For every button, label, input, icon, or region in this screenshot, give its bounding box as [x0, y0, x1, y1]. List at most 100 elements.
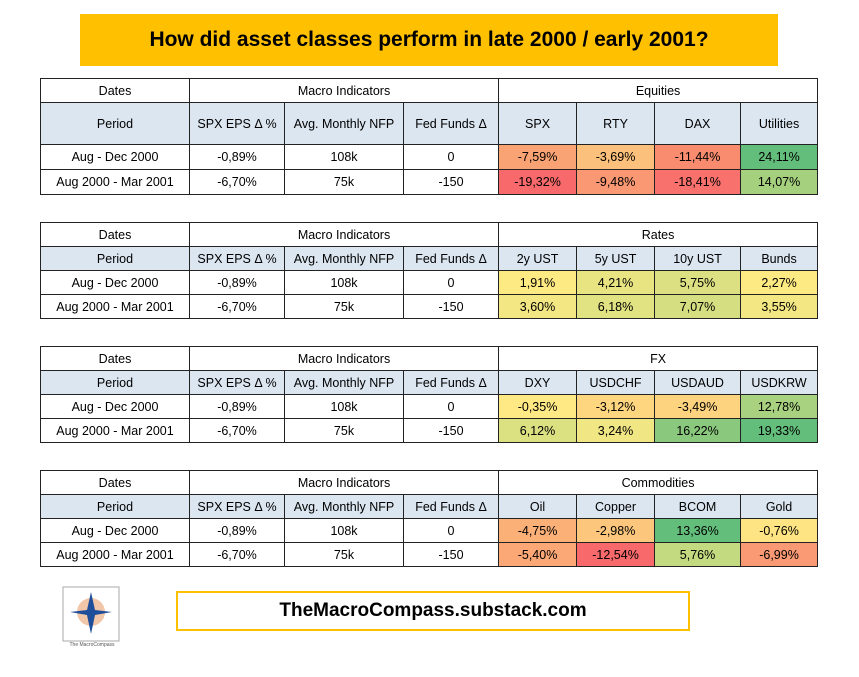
cell: -0,76%	[740, 518, 819, 543]
header-row: Period SPX EPS Δ % Avg. Monthly NFP Fed Fun…	[40, 102, 819, 145]
cell: 4,21%	[576, 270, 656, 295]
cell: 13,36%	[654, 518, 742, 543]
column-header: Avg. Monthly NFP	[284, 370, 404, 395]
cell: -2,98%	[576, 518, 656, 543]
column-header: Oil	[498, 494, 578, 519]
cell: -3,12%	[576, 394, 656, 419]
column-header: RTY	[576, 102, 656, 145]
column-header: Period	[40, 102, 190, 145]
cell: 75k	[284, 169, 404, 195]
column-header: SPX EPS Δ %	[189, 370, 285, 395]
cell: Aug - Dec 2000	[40, 394, 190, 419]
group-header: Dates	[40, 470, 190, 495]
cell: 0	[402, 144, 500, 170]
group-header: FX	[498, 346, 819, 371]
footer-link: TheMacroCompass.substack.com	[176, 591, 690, 631]
cell: 75k	[284, 542, 404, 567]
data-row: Aug 2000 - Mar 2001 -6,70% 75k -150 -5,40% -1…	[40, 542, 819, 567]
column-header: Avg. Monthly NFP	[284, 494, 404, 519]
group-header: Commodities	[498, 470, 819, 495]
column-header: DAX	[654, 102, 742, 145]
cell: 24,11%	[740, 144, 819, 170]
group-header-row: Dates Macro Indicators Equities	[40, 78, 819, 103]
cell: Aug 2000 - Mar 2001	[40, 169, 190, 195]
data-table: Dates Macro Indicators FX Period SPX EPS Δ %…	[40, 346, 819, 443]
column-header: Bunds	[740, 246, 819, 271]
cell: 16,22%	[654, 418, 742, 443]
column-header: Gold	[740, 494, 819, 519]
column-header: DXY	[498, 370, 578, 395]
group-header-row: Dates Macro Indicators FX	[40, 346, 819, 371]
cell: -150	[402, 542, 500, 567]
column-header: Fed Funds Δ	[402, 494, 500, 519]
data-row: Aug - Dec 2000 -0,89% 108k 0 -0,35% -3,12% -3,…	[40, 394, 819, 419]
data-row: Aug - Dec 2000 -0,89% 108k 0 -7,59% -3,69% -11…	[40, 144, 819, 170]
cell: 6,12%	[498, 418, 578, 443]
column-header: USDAUD	[654, 370, 742, 395]
cell: 3,55%	[740, 294, 819, 319]
cell: -3,69%	[576, 144, 656, 170]
table-body: Dates Macro Indicators Equities Period SPX E…	[40, 78, 819, 195]
group-header: Equities	[498, 78, 819, 103]
cell: -19,32%	[498, 169, 578, 195]
cell: 108k	[284, 270, 404, 295]
cell: -6,70%	[189, 294, 285, 319]
cell: -3,49%	[654, 394, 742, 419]
cell: Aug 2000 - Mar 2001	[40, 418, 190, 443]
cell: Aug - Dec 2000	[40, 144, 190, 170]
cell: 14,07%	[740, 169, 819, 195]
column-header: Copper	[576, 494, 656, 519]
column-header: USDKRW	[740, 370, 819, 395]
group-header: Dates	[40, 222, 190, 247]
data-row: Aug - Dec 2000 -0,89% 108k 0 -4,75% -2,98% 13,…	[40, 518, 819, 543]
title: How did asset classes perform in late 20…	[80, 14, 778, 66]
cell: 108k	[284, 394, 404, 419]
data-row: Aug 2000 - Mar 2001 -6,70% 75k -150 6,12% 3,2…	[40, 418, 819, 443]
data-row: Aug 2000 - Mar 2001 -6,70% 75k -150 -19,32% -…	[40, 169, 819, 195]
cell: 108k	[284, 144, 404, 170]
data-table: Dates Macro Indicators Rates Period SPX EPS …	[40, 222, 819, 319]
cell: -150	[402, 294, 500, 319]
column-header: 10y UST	[654, 246, 742, 271]
cell: 3,60%	[498, 294, 578, 319]
group-header: Macro Indicators	[188, 346, 500, 371]
column-header: SPX	[498, 102, 578, 145]
cell: 7,07%	[654, 294, 742, 319]
cell: -6,70%	[189, 418, 285, 443]
cell: -18,41%	[654, 169, 742, 195]
data-table: Dates Macro Indicators Equities Period SPX E…	[40, 78, 819, 195]
cell: Aug 2000 - Mar 2001	[40, 294, 190, 319]
group-header: Macro Indicators	[188, 78, 500, 103]
logo-text: The MacroCompass	[69, 642, 115, 648]
header-row: Period SPX EPS Δ % Avg. Monthly NFP Fed Fun…	[40, 494, 819, 519]
column-header: Utilities	[740, 102, 819, 145]
group-header: Dates	[40, 346, 190, 371]
column-header: Period	[40, 246, 190, 271]
cell: 2,27%	[740, 270, 819, 295]
cell: -0,89%	[189, 518, 285, 543]
cell: Aug - Dec 2000	[40, 518, 190, 543]
logo	[62, 586, 120, 642]
cell: -9,48%	[576, 169, 656, 195]
cell: 5,75%	[654, 270, 742, 295]
data-row: Aug 2000 - Mar 2001 -6,70% 75k -150 3,60% 6,1…	[40, 294, 819, 319]
column-header: 5y UST	[576, 246, 656, 271]
column-header: Avg. Monthly NFP	[284, 246, 404, 271]
column-header: SPX EPS Δ %	[189, 246, 285, 271]
table-body: Dates Macro Indicators Rates Period SPX EPS …	[40, 222, 819, 319]
cell: 0	[402, 270, 500, 295]
table-body: Dates Macro Indicators Commodities Period SP…	[40, 470, 819, 567]
group-header-row: Dates Macro Indicators Rates	[40, 222, 819, 247]
group-header-row: Dates Macro Indicators Commodities	[40, 470, 819, 495]
cell: 19,33%	[740, 418, 819, 443]
column-header: USDCHF	[576, 370, 656, 395]
cell: 6,18%	[576, 294, 656, 319]
cell: 0	[402, 518, 500, 543]
group-header: Macro Indicators	[188, 222, 500, 247]
cell: -5,40%	[498, 542, 578, 567]
cell: 108k	[284, 518, 404, 543]
column-header: BCOM	[654, 494, 742, 519]
cell: -6,99%	[740, 542, 819, 567]
cell: -6,70%	[189, 542, 285, 567]
